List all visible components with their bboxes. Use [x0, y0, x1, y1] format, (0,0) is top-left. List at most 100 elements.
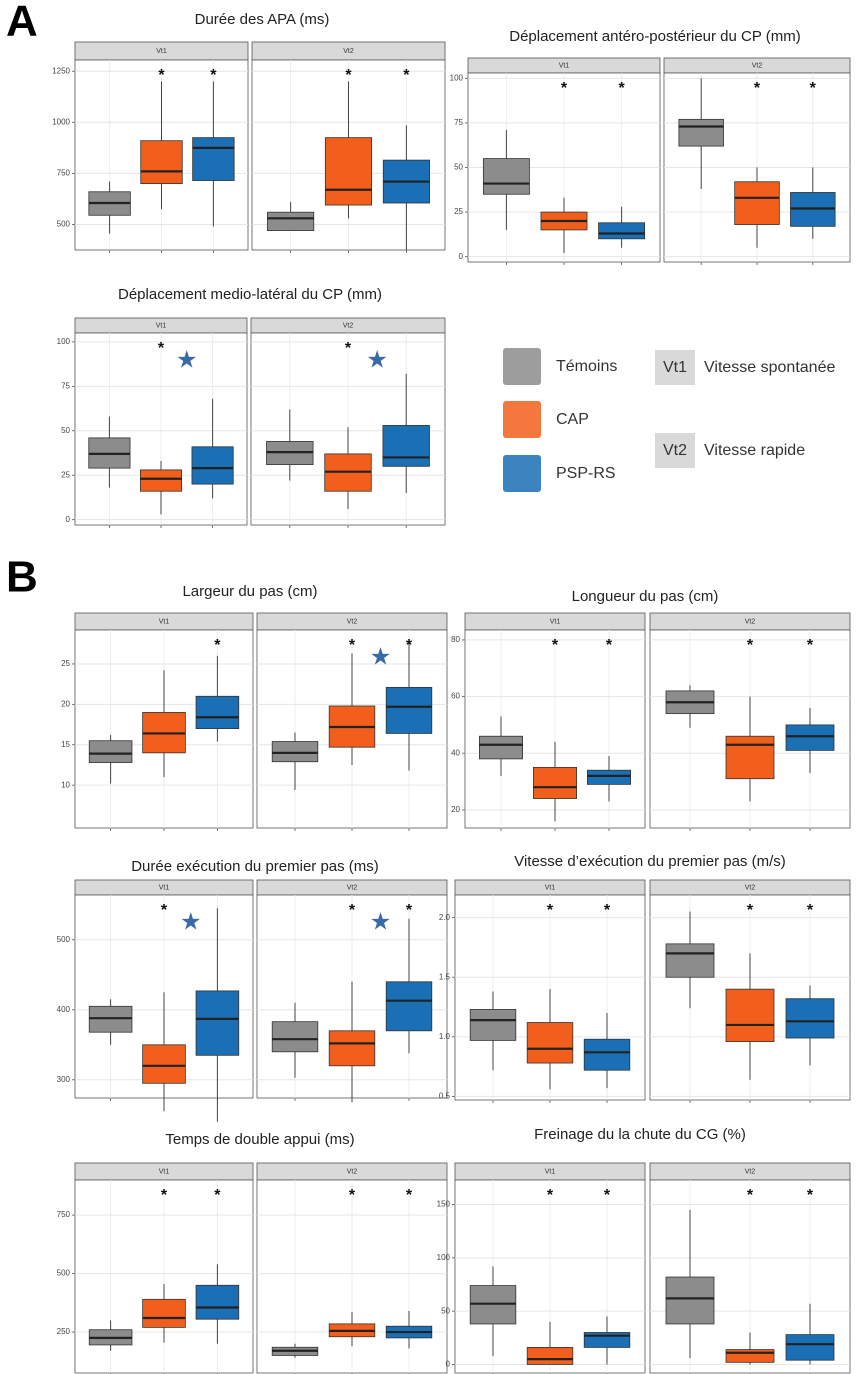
legend-swatch: [503, 455, 541, 492]
annotation: *: [552, 637, 559, 654]
box: [478, 735, 523, 760]
box: [195, 695, 240, 729]
box: [142, 1298, 186, 1328]
y-tick-label: 0: [459, 252, 464, 261]
annotation: *: [214, 1187, 221, 1204]
annotation: *: [747, 1187, 754, 1204]
box: [785, 998, 835, 1039]
annotation: *: [161, 1187, 168, 1204]
legend-facet: Vt2: [663, 442, 687, 459]
annotation: *: [747, 637, 754, 654]
y-tick-label: 1.5: [439, 972, 451, 981]
annotation: ★: [370, 643, 392, 670]
chart-title: Largeur du pas (cm): [182, 583, 317, 600]
annotation: *: [210, 67, 217, 84]
annotation: *: [754, 80, 761, 97]
y-tick-label: 500: [57, 1269, 71, 1278]
box: [734, 181, 780, 225]
facet-label: Vt1: [156, 322, 167, 329]
annotation: *: [807, 902, 814, 919]
box: [271, 1021, 319, 1053]
box: [785, 724, 835, 751]
y-tick-label: 300: [57, 1075, 71, 1084]
box: [385, 981, 433, 1032]
legend-label: CAP: [556, 411, 589, 428]
annotation: *: [604, 1187, 611, 1204]
facet-label: Vt2: [347, 618, 358, 625]
facet-label: Vt1: [159, 1168, 170, 1175]
annotation: *: [345, 67, 352, 84]
chart-title: Déplacement antéro-postérieur du CP (mm): [509, 28, 801, 45]
annotation: *: [747, 902, 754, 919]
box: [583, 1038, 631, 1071]
chart-title: Longueur du pas (cm): [572, 588, 719, 605]
y-tick-label: 50: [61, 426, 70, 435]
box: [598, 222, 646, 240]
y-tick-label: 100: [450, 73, 464, 82]
y-tick-label: 2.0: [439, 913, 451, 922]
annotation: *: [161, 902, 168, 919]
annotation: *: [618, 80, 625, 97]
y-tick-label: 500: [57, 220, 71, 229]
facet-label: Vt2: [343, 322, 354, 329]
panel-label: B: [6, 553, 38, 602]
box: [267, 211, 315, 231]
y-tick-label: 500: [57, 935, 71, 944]
facet-label: Vt2: [752, 62, 763, 69]
chart-title: Temps de double appui (ms): [165, 1131, 354, 1148]
annotation: *: [158, 67, 165, 84]
box: [725, 735, 775, 780]
y-tick-label: 25: [454, 207, 463, 216]
y-tick-label: 25: [61, 470, 70, 479]
box: [587, 769, 632, 785]
y-tick-label: 0: [446, 1360, 451, 1369]
y-tick-label: 750: [57, 1210, 71, 1219]
annotation: *: [406, 1187, 413, 1204]
box: [725, 988, 775, 1042]
y-tick-label: 150: [437, 1200, 451, 1209]
box: [88, 740, 133, 763]
y-tick-label: 400: [57, 1005, 71, 1014]
y-tick-label: 50: [441, 1306, 450, 1315]
annotation: ★: [370, 908, 392, 935]
annotation: *: [214, 637, 221, 654]
facet-label: Vt1: [559, 62, 570, 69]
legend-label: PSP-RS: [556, 465, 616, 482]
box: [665, 1276, 715, 1325]
chart-title: Vitesse d’exécution du premier pas (m/s): [514, 853, 786, 870]
legend-swatch: [503, 348, 541, 385]
annotation: *: [561, 80, 568, 97]
annotation: ★: [176, 346, 198, 373]
y-tick-label: 40: [451, 748, 460, 757]
facet-label: Vt1: [156, 48, 167, 55]
annotation: ★: [366, 346, 388, 373]
legend-facet-description: Vitesse spontanée: [704, 359, 835, 376]
annotation: *: [406, 637, 413, 654]
box: [785, 1334, 835, 1361]
legend-facet-box: [655, 350, 695, 385]
annotation: *: [406, 902, 413, 919]
annotation: *: [810, 80, 817, 97]
box: [195, 990, 240, 1056]
box: [385, 686, 433, 734]
y-tick-label: 15: [61, 740, 70, 749]
y-tick-label: 50: [454, 163, 463, 172]
y-tick-label: 0.5: [439, 1092, 451, 1101]
box: [271, 741, 319, 763]
y-tick-label: 10: [61, 780, 70, 789]
legend-facet: Vt1: [663, 359, 687, 376]
y-tick-label: 60: [451, 692, 460, 701]
legend-label: Témoins: [556, 358, 617, 375]
legend-facet-description: Vitesse rapide: [704, 442, 805, 459]
y-tick-label: 75: [61, 381, 70, 390]
annotation: *: [604, 902, 611, 919]
box: [192, 137, 235, 181]
y-tick-label: 1250: [52, 66, 70, 75]
box: [533, 766, 578, 799]
annotation: *: [349, 637, 356, 654]
box: [725, 1349, 775, 1363]
annotation: *: [403, 67, 410, 84]
annotation: ★: [180, 908, 202, 935]
annotation: *: [547, 902, 554, 919]
